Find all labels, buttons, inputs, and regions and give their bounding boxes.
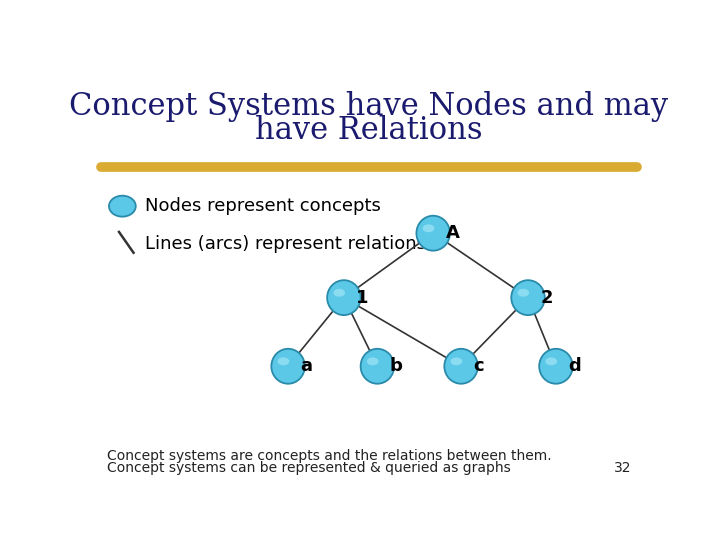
Ellipse shape [109,195,136,217]
Ellipse shape [518,289,529,296]
Text: c: c [473,357,484,375]
Ellipse shape [451,357,462,365]
Text: 2: 2 [540,289,553,307]
Text: Concept systems can be represented & queried as graphs: Concept systems can be represented & que… [107,461,510,475]
Text: d: d [568,357,581,375]
Text: have Relations: have Relations [255,114,483,146]
Ellipse shape [545,357,557,365]
Text: Lines (arcs) represent relations: Lines (arcs) represent relations [145,234,426,253]
Ellipse shape [277,357,289,365]
Ellipse shape [539,349,572,384]
Text: b: b [390,357,402,375]
Ellipse shape [511,280,545,315]
Ellipse shape [361,349,394,384]
Text: Nodes represent concepts: Nodes represent concepts [145,197,381,215]
Ellipse shape [366,357,379,365]
Ellipse shape [423,225,434,232]
Text: 32: 32 [613,461,631,475]
Text: 1: 1 [356,289,369,307]
Ellipse shape [444,349,478,384]
Text: A: A [446,224,459,242]
Ellipse shape [271,349,305,384]
Ellipse shape [327,280,361,315]
Ellipse shape [416,216,450,251]
Text: a: a [300,357,312,375]
Text: Concept systems are concepts and the relations between them.: Concept systems are concepts and the rel… [107,449,552,463]
Ellipse shape [333,289,345,296]
Text: Concept Systems have Nodes and may: Concept Systems have Nodes and may [69,91,669,122]
